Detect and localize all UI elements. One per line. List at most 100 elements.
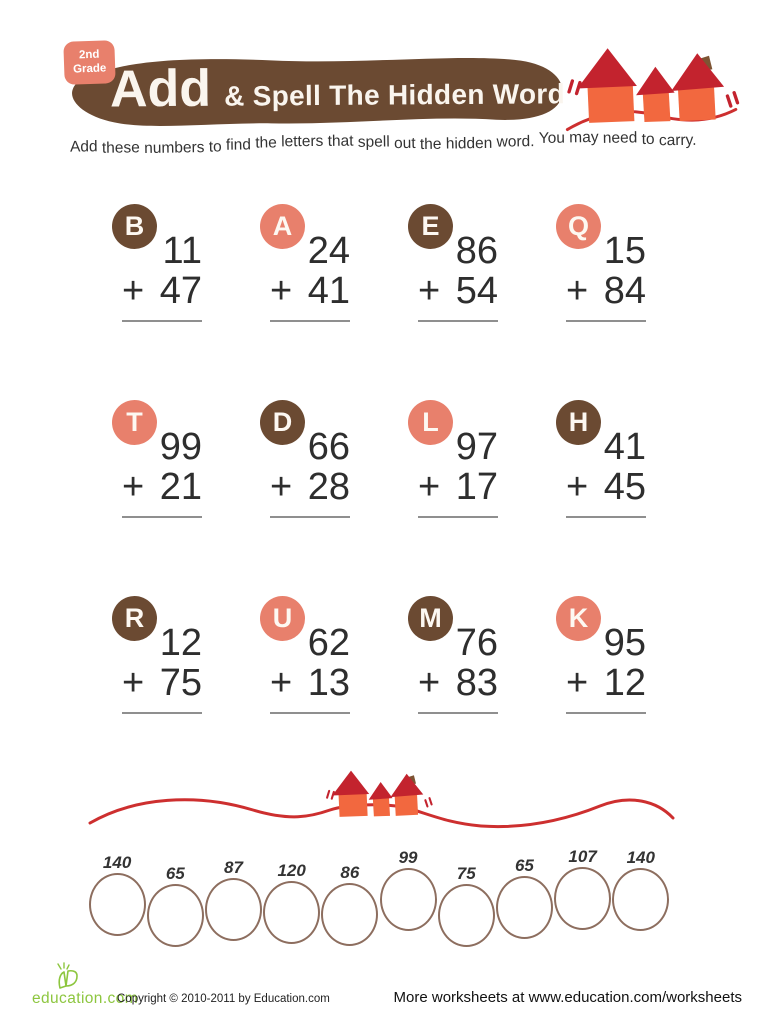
- problem-cell: K 95 +12: [542, 596, 690, 714]
- answer-line[interactable]: [270, 516, 350, 518]
- addend-top: 15: [603, 230, 646, 272]
- addend-top: 76: [455, 622, 498, 664]
- addition-stack: 95 +12: [566, 623, 646, 714]
- copyright-text: Copyright © 2010-2011 by Education.com: [117, 993, 330, 1005]
- addition-stack: 62 +13: [270, 623, 350, 714]
- addend-bottom: 13: [307, 662, 350, 704]
- answer-letter-circle[interactable]: [612, 868, 670, 931]
- answer-item: 75: [437, 863, 495, 947]
- addend-bottom-row: +12: [566, 663, 646, 703]
- letter-badge: K: [556, 596, 601, 641]
- answer-sum-label: 140: [626, 848, 655, 867]
- answer-line[interactable]: [270, 320, 350, 322]
- grade-badge: 2nd Grade: [63, 40, 116, 85]
- answer-line[interactable]: [122, 712, 202, 714]
- addition-stack: 12 +75: [122, 623, 202, 714]
- problem-cell: A 24 +41: [246, 204, 394, 322]
- addend-top: 86: [455, 230, 498, 272]
- problem-cell: M 76 +83: [394, 596, 542, 714]
- answer-line[interactable]: [566, 516, 646, 518]
- answer-line[interactable]: [418, 320, 498, 322]
- addend-bottom: 84: [603, 270, 646, 312]
- addition-stack: 99 +21: [122, 427, 202, 518]
- plus-sign: +: [122, 270, 145, 312]
- answer-letter-circle[interactable]: [204, 878, 262, 941]
- answer-sum-label: 140: [102, 853, 132, 872]
- answer-sum-label: 86: [340, 863, 360, 882]
- addend-bottom: 45: [603, 466, 646, 508]
- problem-cell: D 66 +28: [246, 400, 394, 518]
- answer-item: 65: [495, 855, 553, 939]
- letter-badge: T: [112, 400, 157, 445]
- plus-sign: +: [270, 662, 293, 704]
- addition-stack: 66 +28: [270, 427, 350, 518]
- answer-line[interactable]: [418, 516, 498, 518]
- answer-line[interactable]: [566, 712, 646, 714]
- houses-illustration-top: [565, 46, 740, 132]
- addend-bottom-row: +83: [418, 663, 498, 703]
- answer-sum-label: 75: [456, 864, 476, 883]
- addend-bottom-row: +28: [270, 467, 350, 507]
- more-worksheets-link[interactable]: More worksheets at www.education.com/wor…: [393, 989, 742, 1006]
- problem-cell: R 12 +75: [98, 596, 246, 714]
- plus-sign: +: [270, 466, 293, 508]
- problem-cell: L 97 +17: [394, 400, 542, 518]
- addend-bottom-row: +54: [418, 271, 498, 311]
- education-logo-icon: [57, 962, 78, 989]
- plus-sign: +: [566, 466, 589, 508]
- answer-item: 120: [263, 860, 321, 944]
- banner-blob-shape: [72, 57, 563, 126]
- answer-letter-circle[interactable]: [321, 883, 379, 946]
- answer-letter-circle[interactable]: [379, 868, 437, 931]
- letter-badge: R: [112, 596, 157, 641]
- addition-stack: 41 +45: [566, 427, 646, 518]
- answer-line[interactable]: [270, 712, 350, 714]
- houses-illustration-bottom: [88, 769, 675, 829]
- grade-badge-line2: Grade: [72, 61, 107, 76]
- addition-stack: 15 +84: [566, 231, 646, 322]
- title-banner: Add & Spell The Hidden Word: [66, 51, 569, 131]
- answer-item: 87: [204, 857, 262, 941]
- answer-letter-circle[interactable]: [495, 876, 553, 939]
- answer-letter-circle[interactable]: [146, 884, 204, 947]
- addend-bottom: 47: [159, 270, 202, 312]
- answer-sum-label: 107: [568, 847, 597, 866]
- addition-stack: 11 +47: [122, 231, 202, 322]
- addend-top: 99: [159, 426, 202, 468]
- answer-line[interactable]: [122, 516, 202, 518]
- answer-letter-circle[interactable]: [554, 867, 612, 930]
- answer-item: 86: [321, 862, 379, 946]
- letter-badge: A: [260, 204, 305, 249]
- answer-letter-circle[interactable]: [263, 881, 321, 944]
- answer-letter-circle[interactable]: [437, 884, 495, 947]
- addend-top: 11: [162, 230, 202, 272]
- education-logo-text[interactable]: education.com: [32, 990, 139, 1007]
- addend-bottom-row: +13: [270, 663, 350, 703]
- plus-sign: +: [418, 662, 441, 704]
- answer-item: 140: [88, 852, 146, 936]
- letter-badge: M: [408, 596, 453, 641]
- title-secondary: & Spell The Hidden Word: [224, 78, 566, 112]
- problem-cell: T 99 +21: [98, 400, 246, 518]
- instruction-text: Add these numbers to find the letters th…: [69, 128, 701, 157]
- answer-circles-row: 140 65 87 120 86 99 75 65 107 140: [88, 846, 670, 947]
- plus-sign: +: [418, 270, 441, 312]
- problem-cell: E 86 +54: [394, 204, 542, 322]
- letter-badge: Q: [556, 204, 601, 249]
- addition-stack: 76 +83: [418, 623, 498, 714]
- answer-letter-circle[interactable]: [88, 873, 146, 936]
- problems-grid: B 11 +47 A 24 +41 E 86 +54 Q 15 +84 T 99 +21 D 66 +28 L 97 +…: [98, 204, 690, 714]
- plus-sign: +: [270, 270, 293, 312]
- title-primary: Add: [109, 59, 212, 119]
- answer-line[interactable]: [566, 320, 646, 322]
- answer-sum-label: 65: [165, 864, 185, 883]
- addend-bottom-row: +17: [418, 467, 498, 507]
- answer-line[interactable]: [122, 320, 202, 322]
- letter-badge: H: [556, 400, 601, 445]
- plus-sign: +: [566, 270, 589, 312]
- plus-sign: +: [418, 466, 441, 508]
- addend-top: 41: [603, 426, 646, 468]
- addend-bottom-row: +47: [122, 271, 202, 311]
- answer-line[interactable]: [418, 712, 498, 714]
